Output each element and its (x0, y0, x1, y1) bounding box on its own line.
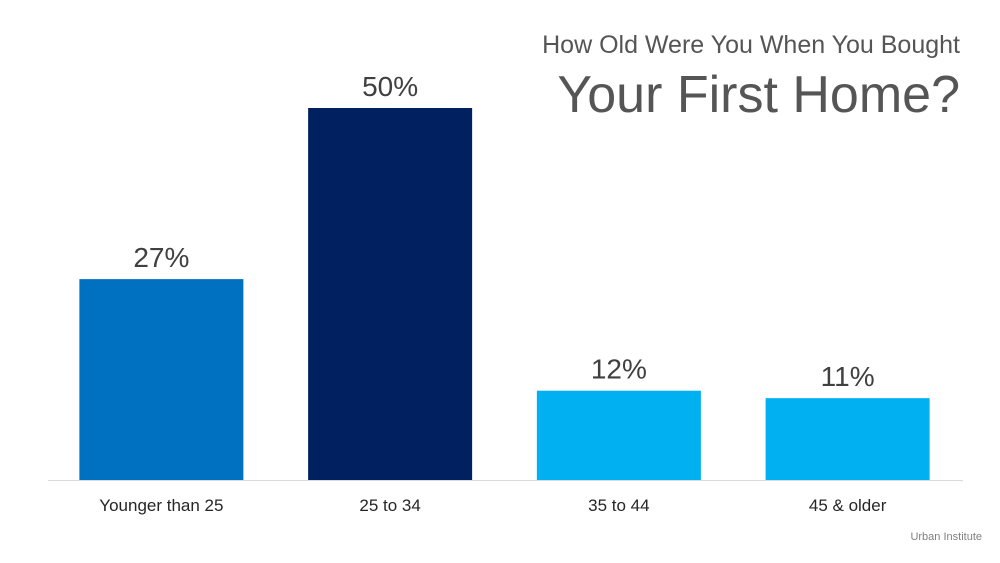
category-label-3: 45 & older (809, 496, 887, 515)
bar-2 (536, 390, 701, 480)
value-label-2: 12% (591, 354, 647, 385)
category-label-1: 25 to 34 (359, 496, 420, 515)
category-label-2: 35 to 44 (588, 496, 649, 515)
chart-title-line2: Your First Home? (557, 66, 960, 124)
value-label-1: 50% (362, 71, 418, 102)
chart-title-block: How Old Were You When You Bought Your Fi… (542, 30, 960, 126)
value-label-0: 27% (133, 242, 189, 273)
chart-title-line1: How Old Were You When You Bought (542, 31, 960, 59)
bar-0 (79, 279, 244, 480)
bar-1 (308, 108, 473, 480)
bar-3 (765, 398, 930, 480)
category-label-0: Younger than 25 (99, 496, 223, 515)
value-label-3: 11% (821, 361, 875, 392)
source-credit: Urban Institute (910, 531, 982, 543)
